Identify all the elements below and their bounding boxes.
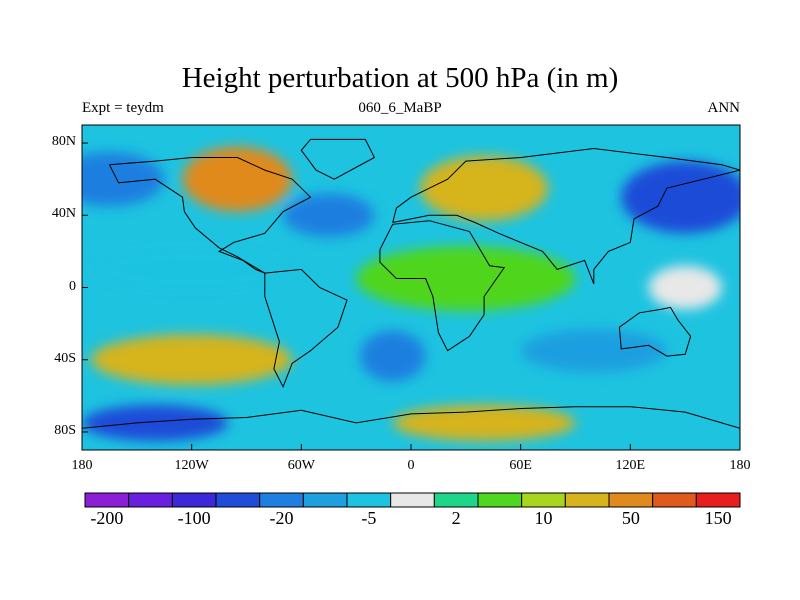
field-region-indian-ocean-low xyxy=(520,329,667,373)
colorbar-label: 150 xyxy=(704,508,732,528)
period-label: 060_6_MaBP xyxy=(358,100,442,116)
colorbar-label: 50 xyxy=(621,508,640,528)
colorbar-swatch xyxy=(521,492,566,508)
coastline-greenland xyxy=(300,138,376,180)
colorbar-swatch xyxy=(608,492,654,508)
x-tick-label: 180 xyxy=(729,458,751,473)
colorbar-swatch xyxy=(433,492,479,508)
field-region-north-atlantic-low xyxy=(283,193,375,237)
colorbar-swatch xyxy=(302,492,348,508)
plot-title: Height perturbation at 500 hPa (in m) xyxy=(181,62,619,94)
colorbar-swatch xyxy=(259,492,304,508)
y-tick-label: 0 xyxy=(69,278,76,294)
x-tick-label: 60E xyxy=(509,458,532,473)
colorbar-label: -5 xyxy=(361,508,377,528)
field-region-antarctic-east-high xyxy=(392,404,576,441)
season-label: ANN xyxy=(707,100,741,116)
field-region-europe-high xyxy=(420,155,549,221)
colorbar-swatch xyxy=(695,492,741,508)
y-tick-label: 40N xyxy=(51,206,76,222)
colorbar-swatch xyxy=(171,492,217,508)
x-tick-label: 120E xyxy=(615,458,646,473)
coastline-eurasia xyxy=(392,147,740,285)
coastline-north-america xyxy=(108,157,312,274)
colorbar-label: -100 xyxy=(177,508,211,528)
x-tick-label: 120W xyxy=(174,458,209,473)
coastline-south-america xyxy=(264,268,348,389)
field-region-tropical-band-west xyxy=(91,247,293,292)
experiment-label: Expt = teydm xyxy=(82,100,164,116)
coastline-antarctica xyxy=(82,406,740,429)
field-region-africa-tropics xyxy=(356,245,576,311)
coastline-australia xyxy=(618,306,692,357)
field-region-pacific-neutral xyxy=(648,265,722,310)
field-region-antarctic-west-low xyxy=(82,404,229,441)
field-region-north-pacific-low xyxy=(82,152,165,207)
y-tick-label: 80S xyxy=(54,422,76,438)
field-region-south-pacific-high xyxy=(91,334,293,385)
colorbar-label: 10 xyxy=(534,508,553,528)
colorbar-swatch xyxy=(84,492,130,508)
coastline-africa xyxy=(379,220,506,352)
colorbar-swatch xyxy=(128,492,173,508)
y-tick-label: 80N xyxy=(51,134,76,150)
field-region-north-america-high xyxy=(182,146,293,212)
x-tick-label: 0 xyxy=(407,458,415,473)
colorbar-swatch xyxy=(652,492,697,508)
colorbar-swatch xyxy=(390,492,435,508)
field-region-siberia-low xyxy=(621,161,740,234)
colorbar-swatch xyxy=(564,492,610,508)
colorbar-swatch xyxy=(215,492,261,508)
colorbar-label: -20 xyxy=(269,508,294,528)
colorbar-label: 2 xyxy=(451,508,461,528)
colorbar-swatch xyxy=(346,492,392,508)
y-tick-label: 40S xyxy=(54,350,76,366)
x-tick-label: 60W xyxy=(287,458,315,473)
field-region-south-atlantic-low xyxy=(359,330,426,382)
colorbar-swatch xyxy=(477,492,523,508)
x-tick-label: 180 xyxy=(71,458,93,473)
colorbar-label: -200 xyxy=(90,508,124,528)
